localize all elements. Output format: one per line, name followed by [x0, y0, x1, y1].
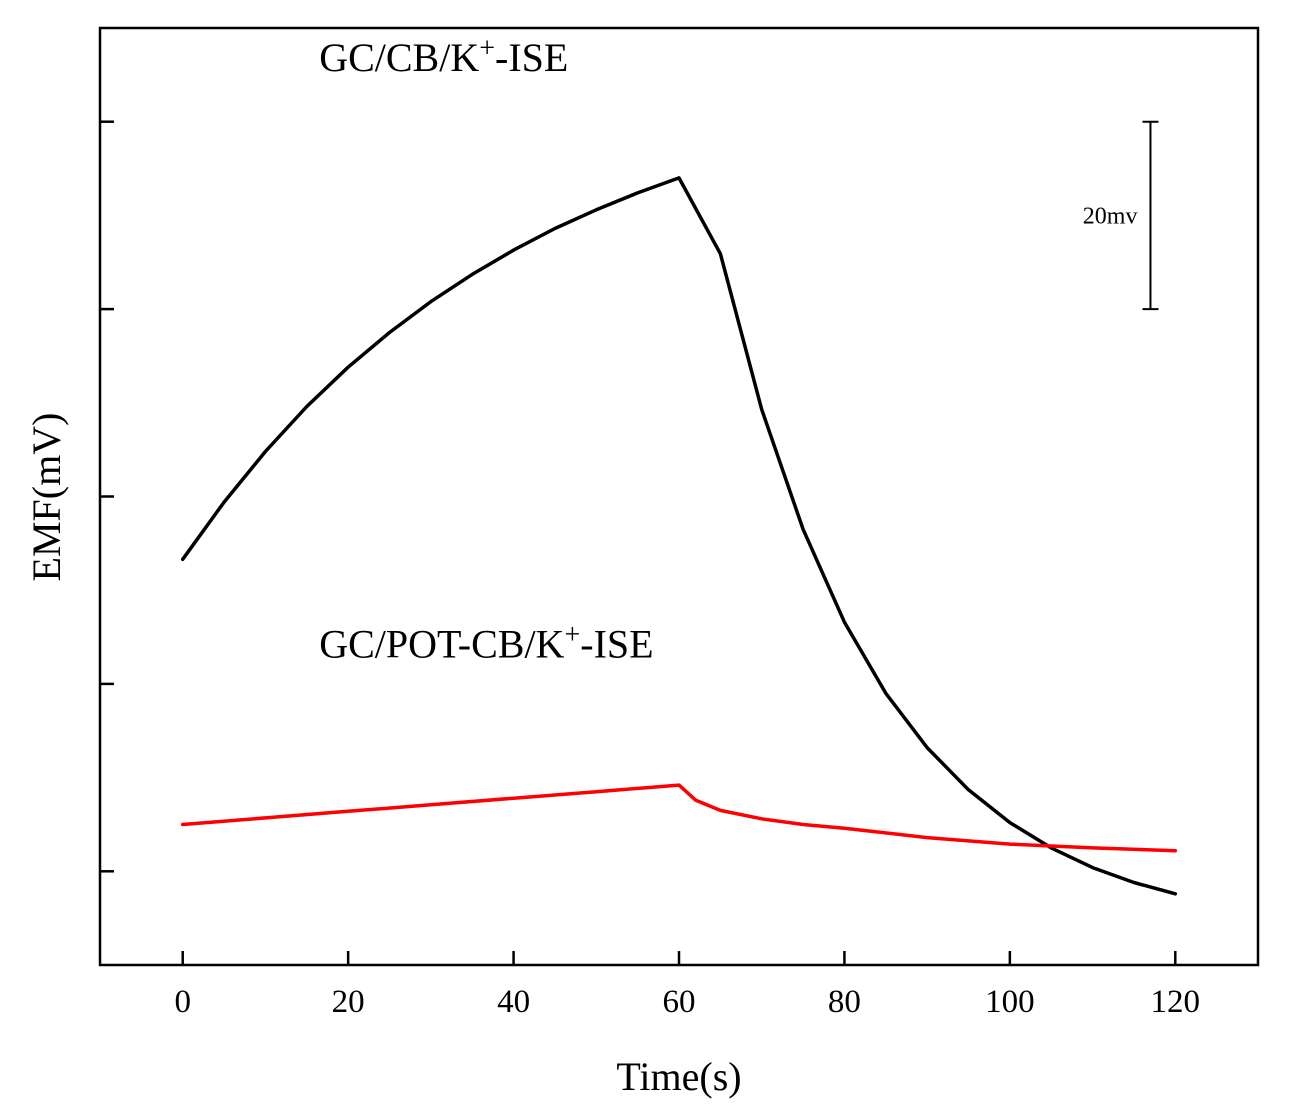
y-axis-label: EMF(mV) [24, 413, 69, 582]
x-tick-label: 60 [663, 984, 696, 1020]
x-tick-label: 120 [1151, 984, 1201, 1020]
scale-bar: 20mv [1083, 120, 1159, 311]
series-label-1: GC/CB/K+-ISE [319, 33, 568, 80]
plot-frame [98, 26, 1260, 967]
series-line-2 [180, 783, 1178, 853]
x-tick-label: 100 [985, 984, 1035, 1020]
x-tick-label: 20 [332, 984, 365, 1020]
scale-bar-label: 20mv [1083, 203, 1138, 229]
x-tick-label: 40 [497, 984, 530, 1020]
x-axis-ticks: 0 20 40 60 80 100 120 [174, 951, 1200, 1020]
series-line-1 [180, 176, 1178, 896]
series-labels: GC/CB/K+-ISE GC/POT-CB/K+-ISE [319, 33, 653, 667]
series-group [180, 176, 1178, 896]
x-tick-label: 80 [828, 984, 861, 1020]
x-axis-label: Time(s) [616, 1054, 741, 1099]
y-axis-ticks [100, 120, 114, 873]
series-label-2: GC/POT-CB/K+-ISE [319, 620, 653, 667]
x-tick-label: 0 [174, 984, 191, 1020]
